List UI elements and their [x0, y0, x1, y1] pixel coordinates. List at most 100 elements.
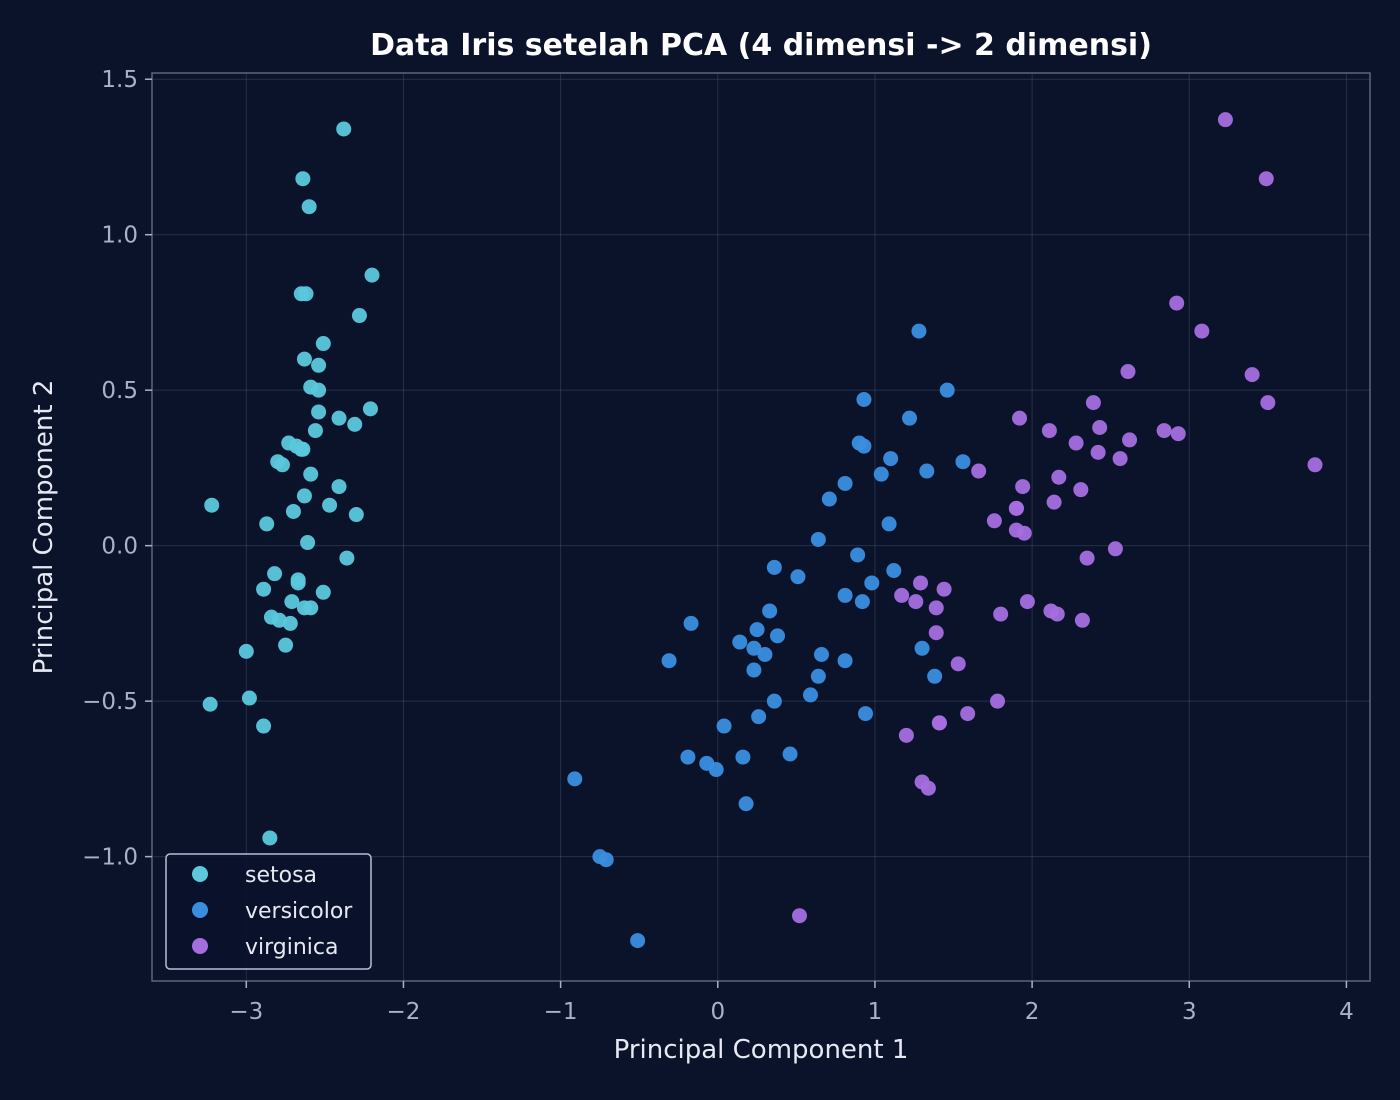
data-point-setosa	[282, 615, 298, 631]
data-point-versicolor	[955, 454, 971, 470]
data-point-setosa	[263, 609, 279, 625]
data-point-versicolor	[732, 634, 748, 650]
data-point-versicolor	[766, 559, 782, 575]
data-point-versicolor	[821, 491, 837, 507]
data-point-versicolor	[746, 640, 762, 656]
data-point-versicolor	[803, 687, 819, 703]
data-point-versicolor	[738, 796, 754, 812]
data-point-setosa	[241, 690, 257, 706]
data-point-versicolor	[814, 646, 830, 662]
x-tick-label: 4	[1339, 999, 1354, 1025]
data-point-virginica	[1046, 494, 1062, 510]
data-point-setosa	[296, 351, 312, 367]
data-point-virginica	[990, 693, 1006, 709]
data-points	[202, 112, 1323, 949]
data-point-versicolor	[902, 410, 918, 426]
data-point-setosa	[347, 416, 363, 432]
data-point-setosa	[285, 503, 301, 519]
data-point-setosa	[202, 696, 218, 712]
data-point-versicolor	[873, 466, 889, 482]
data-point-virginica	[1120, 364, 1136, 380]
data-point-virginica	[1019, 594, 1035, 610]
data-point-virginica	[913, 575, 929, 591]
data-point-versicolor	[683, 615, 699, 631]
data-point-versicolor	[810, 668, 826, 684]
legend-marker-versicolor	[192, 902, 208, 918]
data-point-versicolor	[790, 569, 806, 585]
x-tick-label: 3	[1182, 999, 1197, 1025]
x-tick-label: 1	[868, 999, 883, 1025]
x-tick-label: −3	[229, 999, 263, 1025]
data-point-versicolor	[751, 709, 767, 725]
y-axis: −1.0 −0.5 0.0 0.5 1.0 1.5	[82, 67, 152, 871]
data-point-versicolor	[881, 516, 897, 532]
legend-box	[165, 853, 372, 970]
data-point-setosa	[278, 637, 294, 653]
data-point-virginica	[1015, 479, 1031, 495]
data-point-setosa	[256, 718, 272, 734]
data-point-versicolor	[716, 718, 732, 734]
data-point-versicolor	[927, 668, 943, 684]
data-point-virginica	[898, 727, 914, 743]
data-point-versicolor	[770, 628, 786, 644]
data-point-virginica	[1194, 323, 1210, 339]
legend-label-versicolor: versicolor	[245, 899, 353, 924]
data-point-versicolor	[661, 653, 677, 669]
y-tick-label: −1.0	[82, 845, 138, 871]
data-point-versicolor	[886, 563, 902, 579]
data-point-virginica	[1012, 410, 1028, 426]
data-point-versicolor	[919, 463, 935, 479]
x-tick-label: 2	[1025, 999, 1040, 1025]
data-point-virginica	[1068, 435, 1084, 451]
legend-label-virginica: virginica	[245, 935, 339, 960]
data-point-setosa	[303, 600, 319, 616]
data-point-setosa	[204, 497, 220, 513]
y-tick-label: 0.5	[101, 378, 138, 404]
data-point-virginica	[1122, 432, 1138, 448]
legend-label-setosa: setosa	[245, 863, 317, 888]
data-point-setosa	[295, 171, 311, 187]
data-point-setosa	[348, 507, 364, 523]
legend: setosa versicolor virginica	[165, 853, 372, 970]
data-point-setosa	[295, 441, 311, 457]
legend-marker-setosa	[192, 866, 208, 882]
data-point-versicolor	[939, 382, 955, 398]
data-point-versicolor	[680, 749, 696, 765]
series-setosa	[202, 121, 380, 846]
data-point-setosa	[303, 466, 319, 482]
data-point-virginica	[993, 606, 1009, 622]
data-point-versicolor	[757, 646, 773, 662]
data-point-virginica	[1217, 112, 1233, 128]
data-point-virginica	[986, 513, 1002, 529]
data-point-setosa	[262, 830, 278, 846]
data-point-virginica	[1170, 426, 1186, 442]
data-point-setosa	[290, 575, 306, 591]
data-point-versicolor	[850, 547, 866, 563]
data-point-versicolor	[567, 771, 583, 787]
data-point-setosa	[284, 594, 300, 610]
grid	[152, 73, 1370, 981]
data-point-virginica	[971, 463, 987, 479]
data-point-versicolor	[810, 531, 826, 547]
data-point-virginica	[1073, 482, 1089, 498]
data-point-versicolor	[837, 653, 853, 669]
data-point-versicolor	[864, 575, 880, 591]
data-point-virginica	[1051, 469, 1067, 485]
data-point-virginica	[928, 600, 944, 616]
data-point-setosa	[311, 382, 327, 398]
data-point-setosa	[339, 550, 355, 566]
data-point-versicolor	[630, 933, 646, 949]
data-point-setosa	[267, 566, 283, 582]
x-tick-label: 0	[710, 999, 725, 1025]
data-point-versicolor	[858, 706, 874, 722]
data-point-versicolor	[837, 475, 853, 491]
data-point-virginica	[792, 908, 808, 924]
data-point-setosa	[274, 457, 290, 473]
data-point-virginica	[1079, 550, 1095, 566]
data-point-virginica	[931, 715, 947, 731]
data-point-setosa	[256, 581, 272, 597]
data-point-versicolor	[911, 323, 927, 339]
data-point-setosa	[315, 336, 331, 352]
data-point-virginica	[1008, 522, 1024, 538]
